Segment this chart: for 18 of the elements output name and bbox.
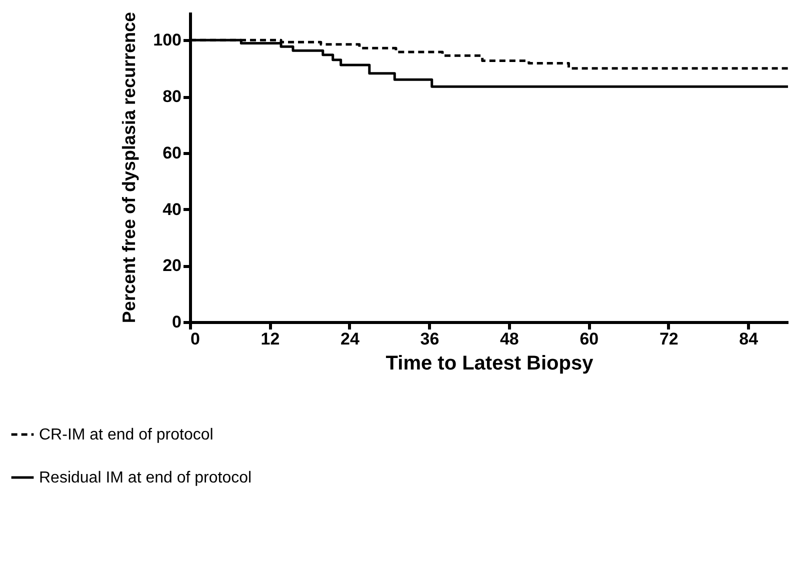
x-tick-label: 12	[260, 330, 280, 348]
x-tick-label: 0	[190, 330, 200, 348]
x-tick-label: 84	[739, 330, 759, 348]
y-axis-title: Percent free of dysplasia recurrence	[119, 12, 140, 324]
x-tick-label: 72	[659, 330, 678, 348]
x-tick-label: 48	[500, 330, 519, 348]
legend-label: Residual IM at end of protocol	[39, 470, 252, 486]
y-tick-label: 80	[162, 87, 182, 106]
x-tick-label: 60	[580, 330, 599, 348]
y-tick-label: 60	[162, 143, 182, 162]
x-tick-label: 24	[340, 330, 360, 348]
y-tick-label: 100	[153, 30, 182, 50]
y-tick-label: 0	[172, 312, 182, 332]
x-axis-title: Time to Latest Biopsy	[386, 352, 594, 374]
y-tick-label: 20	[162, 256, 182, 276]
x-tick-label: 36	[420, 330, 440, 348]
legend-label: CR-IM at end of protocol	[39, 426, 214, 444]
y-tick-label: 40	[162, 200, 182, 219]
